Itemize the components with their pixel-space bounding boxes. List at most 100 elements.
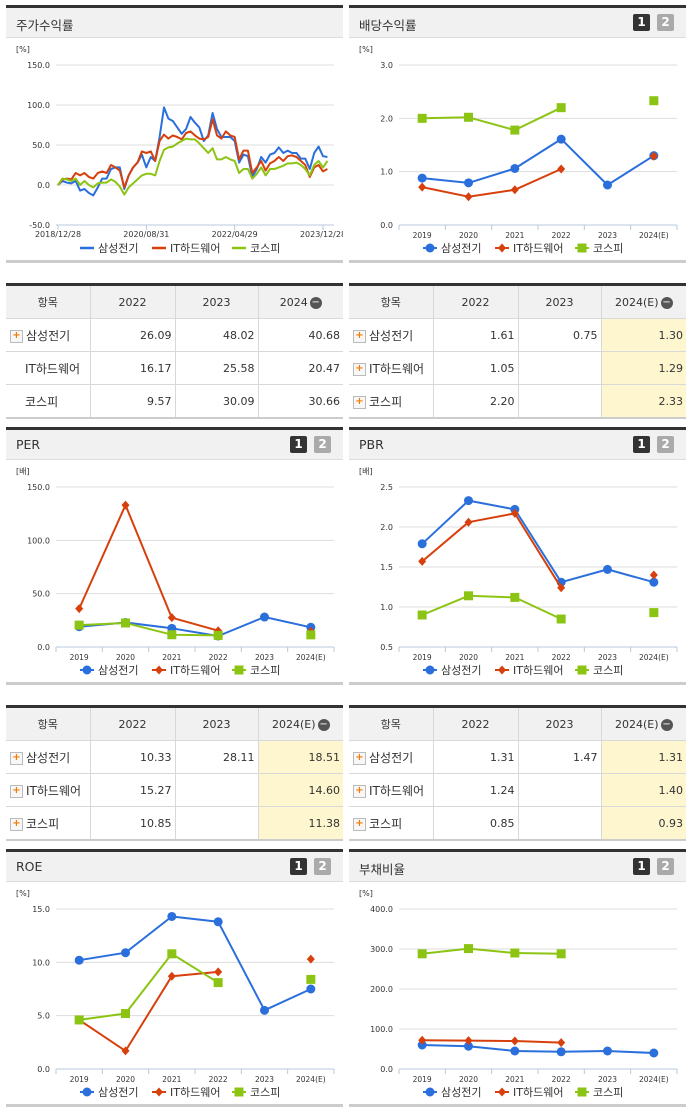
data-point-it [557, 164, 566, 174]
x-tick-label: 2023/12/28 [300, 230, 343, 239]
series-line-it [78, 504, 219, 632]
data-point-samsung [167, 911, 177, 921]
x-tick-label: 2019 [70, 653, 89, 662]
x-tick-label: 2022 [552, 231, 571, 240]
series-line-kospi [79, 622, 219, 637]
legend-marker-samsung [82, 1087, 92, 1097]
legend-label-it: IT하드웨어 [513, 241, 563, 255]
data-point-it [649, 570, 658, 580]
column-header-label: 2024 [279, 295, 308, 309]
table-header: 항목 2022 2023 2024(E) − [349, 706, 686, 741]
data-point-kospi [74, 620, 84, 630]
expand-icon[interactable]: + [353, 362, 366, 376]
y-tick-label: 0.0 [380, 1065, 393, 1074]
series-line-samsung [79, 915, 312, 1012]
legend-label-kospi: 코스피 [250, 1086, 280, 1099]
collapse-icon[interactable]: − [317, 718, 330, 731]
line-chart: [%]15.0 10.0 5.0 0.0 2019 2020 2021 2022 2023 202… [16, 889, 335, 1099]
collapse-icon[interactable]: − [660, 718, 673, 731]
series-line-it [422, 1039, 562, 1044]
column-header-label: 2022 [461, 717, 490, 731]
data-point-kospi [213, 978, 223, 988]
expand-icon[interactable]: + [353, 329, 366, 343]
table-cell: 18.51 [257, 740, 343, 774]
page-2-button[interactable]: 2 [657, 436, 674, 453]
chart-panel-1: 배당수익률 1 2 [%] 3.0 2.0 1.0 0.0 2019 2020 2021 202… [349, 5, 686, 263]
table-cell: 20.47 [257, 351, 343, 385]
table-cell: 1.47 [517, 740, 601, 774]
page-2-button[interactable]: 2 [657, 14, 674, 31]
page-1-button[interactable]: 1 [633, 14, 650, 31]
page-2-button[interactable]: 2 [314, 858, 331, 875]
row-name: 삼성전기 [369, 750, 414, 765]
column-header: 2023 [517, 284, 601, 319]
legend-marker-it [498, 243, 506, 253]
legend-marker-samsung [425, 665, 435, 675]
x-tick-label: 2024(E) [639, 653, 669, 662]
data-point-kospi [417, 949, 427, 959]
y-tick-label: 2.0 [380, 114, 393, 123]
data-point-it [167, 613, 176, 623]
row-name: IT하드웨어 [25, 361, 81, 376]
y-tick-label: 0.0 [37, 1065, 50, 1074]
row-label: 코스피 [6, 384, 90, 418]
page-1-button[interactable]: 1 [290, 436, 307, 453]
unit-label: [%] [16, 45, 30, 54]
expand-icon[interactable]: + [353, 784, 366, 798]
data-point-it [214, 626, 223, 636]
legend-marker-kospi [577, 665, 587, 675]
expand-icon[interactable]: + [353, 751, 366, 765]
x-tick-label: 2020/08/31 [123, 230, 169, 239]
x-tick-label: 2023 [255, 653, 274, 662]
expand-icon[interactable]: + [353, 817, 366, 831]
data-point-kospi [417, 113, 427, 123]
y-tick-label: 0.0 [380, 221, 393, 230]
series-line-it [78, 970, 219, 1052]
data-point-it [510, 185, 519, 195]
collapse-icon[interactable]: − [309, 296, 322, 309]
table-row: + IT하드웨어 1.24 1.40 [349, 773, 686, 807]
data-point-it [464, 517, 473, 527]
collapse-icon[interactable]: − [660, 296, 673, 309]
y-tick-label: 3.0 [380, 61, 393, 70]
legend-label-it: IT하드웨어 [170, 1085, 220, 1099]
page-2-button[interactable]: 2 [314, 436, 331, 453]
legend-marker-kospi [577, 1087, 587, 1097]
data-point-samsung [603, 1046, 612, 1056]
page-2-button[interactable]: 2 [657, 858, 674, 875]
page-1-button[interactable]: 1 [633, 858, 650, 875]
y-tick-label: 100.0 [370, 1025, 393, 1034]
data-point-kospi [649, 608, 659, 618]
page-1-button[interactable]: 1 [633, 436, 650, 453]
data-table: 항목 2022 2023 2024− + 삼성전기 26.09 48.02 40.68 IT하드웨… [6, 283, 343, 419]
expand-icon[interactable]: + [10, 817, 23, 831]
column-header-label: 2023 [545, 295, 574, 309]
legend-marker-kospi [577, 243, 587, 253]
expand-icon[interactable]: + [10, 329, 23, 343]
data-point-it [557, 1038, 566, 1048]
column-header-label: 항목 [37, 718, 58, 731]
table-row: + 삼성전기 1.61 0.75 1.30 [349, 318, 686, 352]
data-point-kospi [213, 630, 223, 640]
page-1-button[interactable]: 1 [290, 858, 307, 875]
x-tick-label: 2022 [552, 653, 571, 662]
column-header: 2022 [89, 706, 175, 741]
column-header-label: 2022 [461, 295, 490, 309]
column-header: 항목 [349, 706, 433, 741]
x-tick-label: 2023 [598, 231, 617, 240]
x-tick-label: 2023 [598, 1075, 617, 1084]
y-tick-label: 1.5 [380, 563, 393, 572]
expand-icon[interactable]: + [353, 395, 366, 409]
expand-icon[interactable]: + [10, 751, 23, 765]
table-header: 항목 2022 2023 2024(E) − [6, 706, 343, 741]
expand-icon[interactable]: + [10, 784, 23, 798]
table-cell: 40.68 [257, 318, 343, 352]
x-tick-label: 2020 [116, 653, 135, 662]
data-point-samsung [603, 564, 612, 574]
legend-label-it: IT하드웨어 [513, 1085, 563, 1099]
chart-panel-4: ROE 1 2 [%] 15.0 10.0 5.0 0.0 2019 2020 2021 202… [6, 849, 343, 1107]
data-point-kospi [306, 974, 316, 984]
data-point-kospi [510, 592, 520, 602]
table-row: + 삼성전기 10.33 28.11 18.51 [6, 740, 343, 774]
data-point-it [464, 1036, 473, 1046]
